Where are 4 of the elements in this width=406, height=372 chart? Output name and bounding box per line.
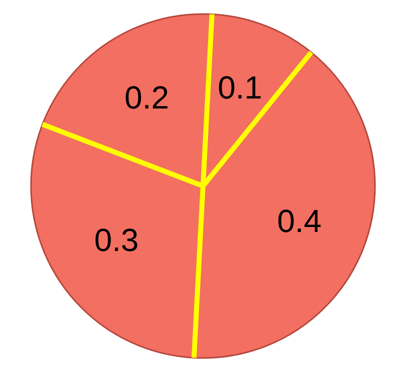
data-label: 0.2	[124, 79, 170, 116]
data-label: 0.4	[277, 202, 322, 239]
data-label: 0.1	[218, 69, 262, 106]
data-label: 0.3	[94, 222, 139, 258]
